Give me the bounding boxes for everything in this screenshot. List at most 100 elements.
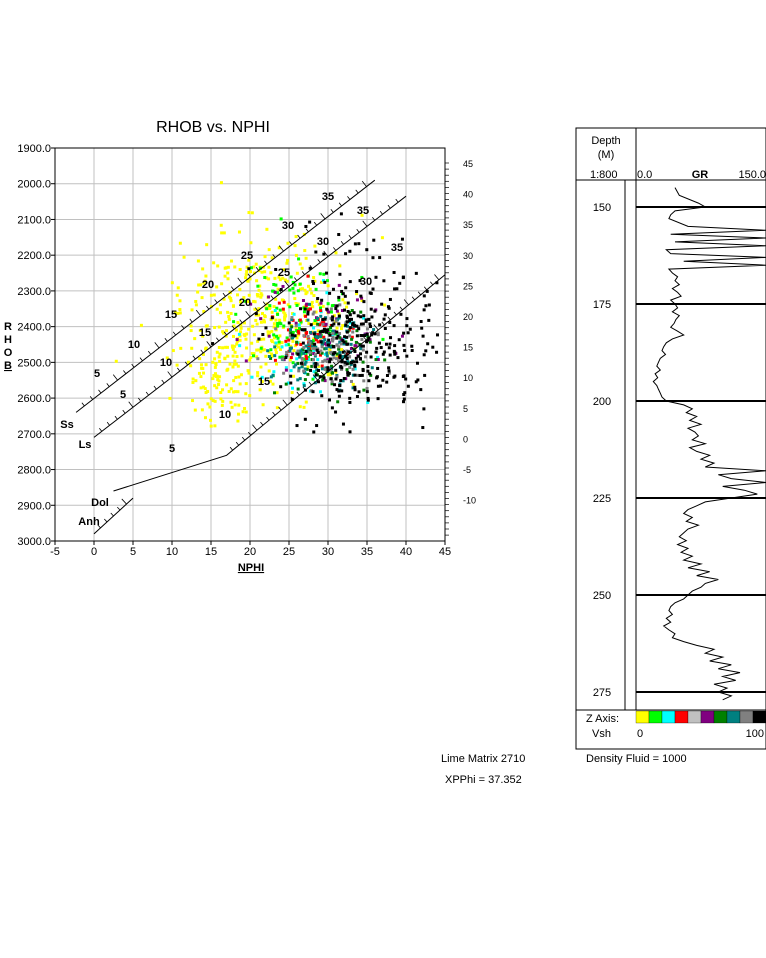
data-point [317, 364, 321, 368]
data-point [234, 328, 238, 332]
data-point [327, 398, 331, 402]
data-point [243, 299, 247, 303]
data-point [309, 323, 313, 327]
data-point [314, 373, 318, 377]
dolomite-line-tick [296, 391, 300, 396]
data-point [269, 356, 273, 360]
data-point [337, 312, 341, 316]
limestone-porosity-label: 10 [160, 357, 172, 369]
y-axis-letter: R [4, 321, 12, 333]
data-point [301, 362, 305, 366]
data-point [193, 337, 197, 341]
data-point [238, 344, 242, 348]
data-point [314, 287, 318, 291]
data-point [348, 361, 352, 365]
data-point [285, 336, 289, 340]
data-point [395, 287, 399, 291]
data-point [362, 300, 366, 304]
data-point [199, 375, 203, 379]
data-point [377, 341, 381, 345]
zaxis-label: Z Axis: [586, 713, 619, 725]
data-point [353, 350, 357, 354]
data-point [236, 390, 240, 394]
data-point [252, 352, 256, 356]
data-point [274, 283, 278, 287]
data-point [425, 289, 429, 293]
data-point [283, 278, 287, 282]
data-point [313, 319, 317, 323]
data-point [431, 345, 435, 349]
data-point [365, 350, 369, 354]
data-point [325, 307, 329, 311]
data-point [239, 330, 243, 334]
data-point [344, 321, 348, 325]
data-point [387, 369, 391, 373]
data-point [393, 350, 397, 354]
data-point [293, 283, 297, 287]
data-point [191, 377, 195, 381]
data-point [289, 369, 293, 373]
data-point [268, 304, 272, 308]
data-point [348, 321, 352, 325]
data-point [348, 350, 352, 354]
data-point [265, 276, 269, 280]
data-point [378, 323, 382, 327]
data-point [321, 378, 325, 382]
data-point [230, 344, 234, 348]
dolomite-line-tick [241, 436, 246, 441]
data-point [359, 352, 363, 356]
data-point [203, 387, 207, 391]
data-point [292, 291, 296, 295]
data-point [232, 324, 236, 328]
data-point [322, 279, 326, 283]
data-point [268, 307, 272, 311]
data-point [267, 355, 271, 359]
data-point [376, 333, 380, 337]
data-point [304, 349, 308, 353]
limestone-line-tick [379, 210, 383, 215]
data-point [340, 389, 344, 393]
data-point [311, 330, 315, 334]
limestone-line-tick [262, 301, 266, 305]
data-point [274, 362, 278, 366]
data-point [404, 377, 408, 381]
data-point [292, 374, 296, 378]
depth-label: 275 [593, 687, 611, 699]
dolomite-line-tick [332, 361, 337, 366]
data-point [309, 330, 313, 334]
data-point [326, 373, 330, 377]
data-point [403, 391, 407, 395]
data-point [337, 394, 341, 398]
data-point [317, 303, 321, 307]
limestone-line-tick [200, 349, 204, 354]
data-point [296, 352, 300, 356]
data-point [319, 340, 323, 344]
data-point [291, 280, 295, 284]
data-point [220, 282, 224, 286]
data-point [345, 368, 349, 372]
data-point [348, 313, 352, 317]
data-point [277, 246, 281, 250]
data-point [263, 314, 267, 318]
data-point [202, 371, 206, 375]
data-point [358, 373, 362, 377]
data-point [346, 373, 350, 377]
data-point [314, 338, 318, 342]
dolomite-line-tick [393, 311, 397, 316]
data-point [288, 358, 292, 362]
depth-label: 250 [593, 590, 611, 602]
data-point [354, 344, 358, 348]
data-point [312, 276, 316, 280]
data-point [303, 362, 307, 366]
data-point [348, 326, 352, 330]
data-point [385, 374, 389, 378]
data-point [334, 319, 338, 323]
data-point [323, 367, 327, 371]
limestone-line-tick [167, 371, 173, 378]
data-point [227, 314, 231, 318]
data-point [303, 288, 307, 292]
data-point [268, 379, 272, 383]
data-point [350, 337, 354, 341]
data-point [421, 426, 425, 430]
